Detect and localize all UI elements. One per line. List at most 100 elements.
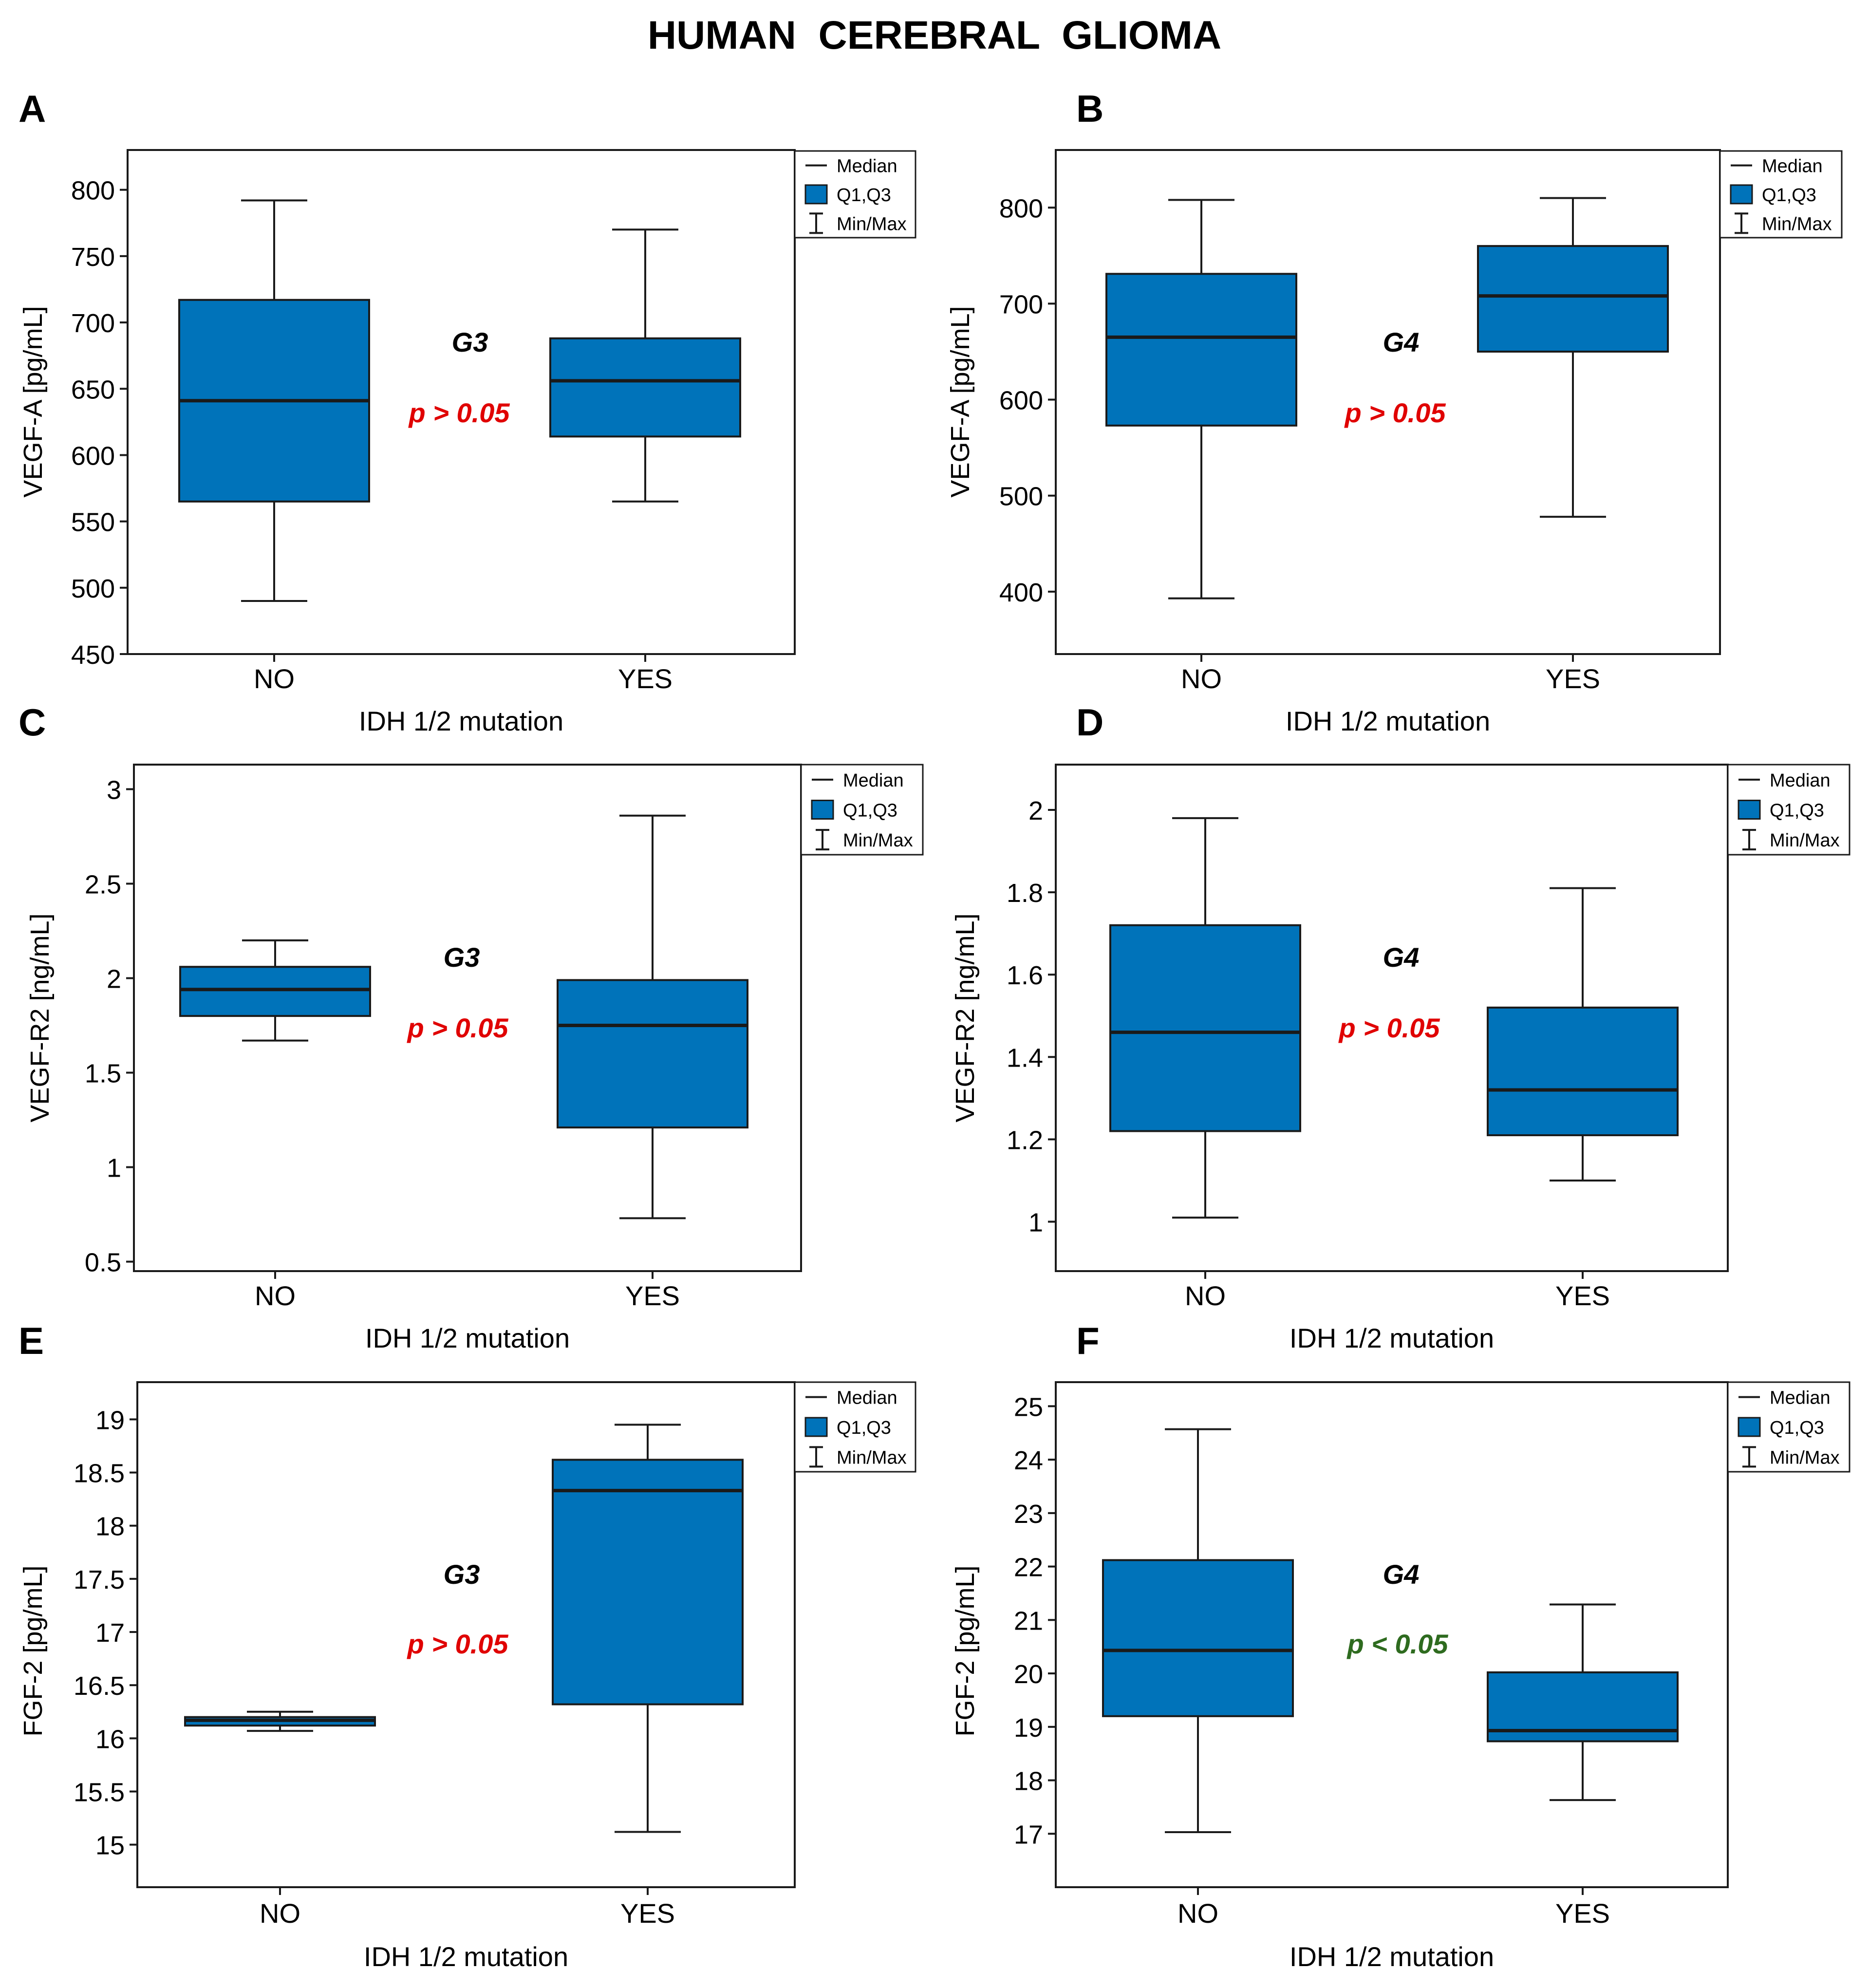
legend-quartile-swatch: [1730, 184, 1753, 205]
grade-annotation: G4: [1383, 942, 1420, 973]
y-axis-label: FGF-2 [pg/mL]: [951, 1565, 980, 1736]
panel-label: B: [1076, 87, 1103, 130]
legend-minmax-swatch: [816, 829, 829, 851]
p-value-annotation: p > 0.05: [406, 1629, 508, 1659]
legend-minmax-label: Min/Max: [837, 214, 907, 234]
plot-area: [127, 149, 796, 655]
y-tick-label: 600: [999, 386, 1043, 415]
grade-annotation: G4: [1383, 1559, 1420, 1590]
y-tick-label: 23: [1014, 1500, 1043, 1529]
x-tick-label-yes: YES: [1546, 663, 1600, 694]
box-yes: [1487, 1006, 1679, 1136]
y-tick-label: 3: [107, 775, 121, 805]
p-value-annotation: p < 0.05: [1346, 1629, 1448, 1659]
y-tick-label: 700: [999, 290, 1043, 319]
y-axis-label: VEGF-R2 [ng/mL]: [951, 913, 980, 1122]
y-axis-label: FGF-2 [pg/mL]: [19, 1565, 48, 1736]
panel-label: D: [1076, 701, 1103, 744]
box-yes: [1477, 245, 1669, 353]
y-tick-label: 18: [95, 1512, 125, 1541]
y-tick-label: 550: [71, 508, 115, 537]
legend-minmax-swatch: [1742, 829, 1756, 851]
y-tick-label: 750: [71, 243, 115, 272]
x-tick-label-no: NO: [255, 1280, 296, 1311]
y-tick-label: 1.8: [1007, 879, 1043, 908]
y-tick-label: 700: [71, 309, 115, 338]
legend-quartile-swatch: [1738, 800, 1761, 820]
box-no: [1109, 924, 1301, 1132]
chart-panel-f: F 17 18 19 20 21 22 23 24 25 FGF-2 [pg/mL] NO YES IDH…: [951, 1319, 1850, 1972]
y-tick-label: 17: [95, 1618, 125, 1648]
legend-minmax-swatch: [1742, 1446, 1756, 1468]
box-no: [179, 966, 371, 1017]
plot-area: [133, 764, 802, 1272]
x-tick-label-yes: YES: [620, 1898, 675, 1929]
chart-panel-c: C 0.5 1 1.5 2 2.5 3 VEGF-R2 [ng/mL] NO YES IDH 1/2…: [19, 701, 924, 1353]
y-tick-label: 20: [1014, 1660, 1043, 1689]
y-tick-label: 500: [999, 482, 1043, 511]
chart-panel-e: E 15 15.5 16 16.5 17 17.5 18 18.5 19 FGF-2 [pg/mL]…: [19, 1319, 916, 1972]
x-tick-label-yes: YES: [618, 663, 673, 694]
y-axis-label: VEGF-R2 [ng/mL]: [25, 913, 55, 1122]
y-tick-label: 19: [95, 1406, 125, 1435]
legend-quartile-label: Q1,Q3: [1770, 801, 1824, 821]
y-tick-label: 16: [95, 1725, 125, 1754]
legend-quartile-swatch: [811, 800, 834, 820]
panel-label: A: [19, 87, 46, 130]
x-axis-label: IDH 1/2 mutation: [364, 1941, 568, 1972]
x-tick-label-yes: YES: [625, 1280, 680, 1311]
box-no: [1105, 273, 1297, 427]
y-tick-label: 450: [71, 640, 115, 670]
legend: Median Q1,Q3 Min/Max: [1727, 1381, 1850, 1473]
legend: Median Q1,Q3 Min/Max: [800, 764, 924, 856]
legend-quartile-label: Q1,Q3: [837, 185, 891, 206]
y-tick-label: 0.5: [85, 1248, 121, 1277]
p-value-annotation: p > 0.05: [1344, 397, 1446, 428]
legend-minmax-label: Min/Max: [1770, 830, 1840, 851]
x-axis-label: IDH 1/2 mutation: [1290, 1323, 1494, 1353]
x-axis-label: IDH 1/2 mutation: [1286, 706, 1490, 736]
legend-quartile-label: Q1,Q3: [1770, 1418, 1824, 1438]
legend-minmax-label: Min/Max: [837, 1447, 907, 1468]
legend: Median Q1,Q3 Min/Max: [794, 1381, 916, 1473]
y-tick-label: 1.5: [85, 1059, 121, 1088]
legend-quartile-label: Q1,Q3: [1762, 185, 1816, 206]
y-tick-label: 2.5: [85, 870, 121, 899]
legend-minmax-label: Min/Max: [1762, 214, 1832, 234]
plot-area: [1055, 149, 1721, 655]
x-axis-label: IDH 1/2 mutation: [1290, 1941, 1494, 1972]
legend-minmax-swatch: [809, 212, 823, 234]
legend-minmax-label: Min/Max: [1770, 1447, 1840, 1468]
legend: Median Q1,Q3 Min/Max: [794, 150, 916, 239]
figure-title: HUMAN CEREBRAL GLIOMA: [648, 13, 1221, 57]
p-value-annotation: p > 0.05: [408, 397, 510, 428]
legend-median-label: Median: [837, 1388, 897, 1408]
y-tick-label: 19: [1014, 1713, 1043, 1743]
y-tick-label: 15: [95, 1831, 125, 1860]
legend-frame: [800, 764, 924, 856]
y-tick-label: 25: [1014, 1392, 1043, 1422]
x-tick-label-no: NO: [1185, 1280, 1226, 1311]
legend-quartile-swatch: [1738, 1417, 1761, 1437]
plot-area: [136, 1381, 796, 1888]
y-tick-label: 1.6: [1007, 961, 1043, 990]
y-tick-label: 24: [1014, 1446, 1043, 1475]
legend-quartile-label: Q1,Q3: [837, 1418, 891, 1438]
y-tick-label: 1: [1028, 1208, 1043, 1238]
legend: Median Q1,Q3 Min/Max: [1727, 764, 1850, 856]
y-tick-label: 650: [71, 375, 115, 404]
chart-panel-d: D 1 1.2 1.4 1.6 1.8 2 VEGF-R2 [ng/mL] NO YES IDH 1…: [951, 701, 1850, 1353]
legend-quartile-swatch: [804, 1417, 828, 1437]
y-axis-label: VEGF-A [pg/mL]: [19, 306, 48, 497]
x-axis-label: IDH 1/2 mutation: [365, 1323, 570, 1353]
y-tick-label: 800: [71, 176, 115, 206]
x-axis-label: IDH 1/2 mutation: [359, 706, 563, 736]
chart-panel-a: A 450 500 550 600 650 700 750 800 VEGF-A [pg/mL] N…: [19, 87, 916, 736]
x-tick-label-no: NO: [1177, 1898, 1218, 1929]
grade-annotation: G3: [452, 327, 488, 357]
panel-label: F: [1076, 1319, 1100, 1362]
y-tick-label: 1.2: [1007, 1125, 1043, 1155]
legend-minmax-label: Min/Max: [843, 830, 913, 851]
p-value-annotation: p > 0.05: [406, 1013, 508, 1043]
